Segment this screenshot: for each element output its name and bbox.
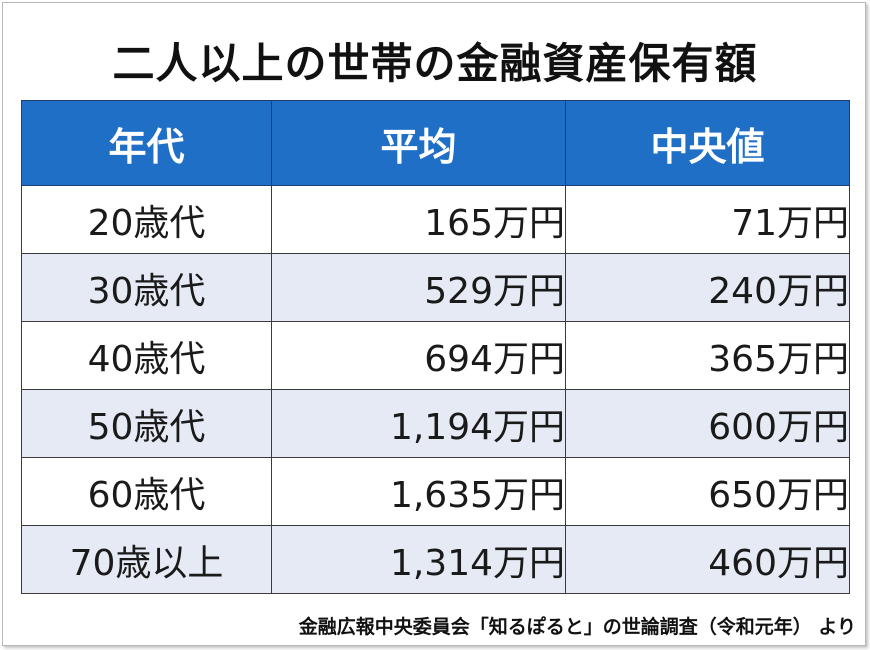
median-cell: 240万円 bbox=[565, 253, 850, 322]
age-cell: 70歳以上 bbox=[21, 525, 272, 594]
table-row: 20歳代 165万円 71万円 bbox=[21, 185, 850, 254]
header-average: 平均 bbox=[271, 100, 566, 186]
median-cell: 460万円 bbox=[565, 525, 850, 594]
average-cell: 529万円 bbox=[271, 253, 566, 322]
table-row: 40歳代 694万円 365万円 bbox=[21, 321, 850, 390]
table-header-row: 年代 平均 中央値 bbox=[21, 100, 850, 186]
table-row: 30歳代 529万円 240万円 bbox=[21, 253, 850, 322]
median-cell: 600万円 bbox=[565, 389, 850, 458]
median-cell: 650万円 bbox=[565, 457, 850, 526]
page-title: 二人以上の世帯の金融資産保有額 bbox=[112, 39, 758, 88]
header-median: 中央値 bbox=[565, 100, 850, 186]
median-cell: 71万円 bbox=[565, 185, 850, 254]
table-row: 50歳代 1,194万円 600万円 bbox=[21, 389, 850, 458]
source-note: 金融広報中央委員会「知るぽると」の世論調査（令和元年） より bbox=[298, 616, 856, 638]
median-cell: 365万円 bbox=[565, 321, 850, 390]
average-cell: 1,194万円 bbox=[271, 389, 566, 458]
average-cell: 165万円 bbox=[271, 185, 566, 254]
age-cell: 60歳代 bbox=[21, 457, 272, 526]
table-row: 60歳代 1,635万円 650万円 bbox=[21, 457, 850, 526]
average-cell: 1,314万円 bbox=[271, 525, 566, 594]
age-cell: 20歳代 bbox=[21, 185, 272, 254]
age-cell: 40歳代 bbox=[21, 321, 272, 390]
table-row: 70歳以上 1,314万円 460万円 bbox=[21, 525, 850, 594]
age-cell: 50歳代 bbox=[21, 389, 272, 458]
average-cell: 694万円 bbox=[271, 321, 566, 390]
average-cell: 1,635万円 bbox=[271, 457, 566, 526]
age-cell: 30歳代 bbox=[21, 253, 272, 322]
asset-table: 年代 平均 中央値 20歳代 165万円 71万円 30歳代 529万円 240… bbox=[21, 100, 850, 594]
header-age: 年代 bbox=[21, 100, 272, 186]
